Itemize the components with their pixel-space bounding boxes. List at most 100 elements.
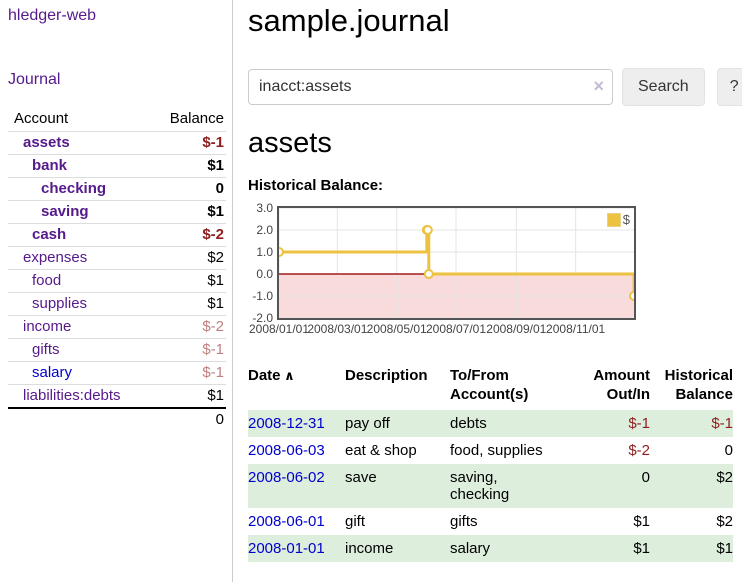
transaction-balance: $-1 (711, 415, 733, 432)
x-tick-label: 2008/07/01 (425, 322, 487, 336)
historical-balance-chart: $ 3.0 2.0 1.0 0.0 -1.0 -2.0 2008/01/01 2008/03… (248, 201, 742, 340)
register-column-header: Historical Balance (664, 367, 733, 403)
transaction-description: income (345, 540, 394, 557)
transaction-date-link[interactable]: 2008-12-31 (248, 415, 325, 432)
account-balance: $-1 (148, 361, 226, 385)
x-tick-label: 2008/05/01 (366, 322, 427, 336)
sidebar: hledger-web Journal Account Balance asse… (0, 0, 233, 582)
register-column-header: To/From Account(s) (450, 367, 529, 403)
y-tick-label: 0.0 (256, 267, 273, 281)
search-button[interactable]: Search (622, 68, 705, 106)
accounts-header-row: Account Balance (8, 106, 226, 132)
account-row: saving $1 (8, 200, 226, 224)
account-link-liabilities-debts[interactable]: liabilities:debts (23, 387, 121, 404)
chart-canvas (279, 208, 634, 318)
account-balance: $2 (148, 246, 226, 270)
sort-asc-icon: ∧ (280, 368, 295, 383)
register-header-row: Date ∧ Description To/From Account(s) Amoun… (248, 364, 733, 410)
chart-title: Historical Balance: (248, 177, 384, 194)
account-link-assets[interactable]: assets (23, 134, 70, 151)
y-tick-label: -2.0 (252, 311, 273, 325)
account-row: income $-2 (8, 315, 226, 339)
account-link-food[interactable]: food (32, 272, 62, 289)
register-column-header: Amount Out/In (593, 367, 650, 403)
transaction-balance: $2 (716, 513, 733, 530)
transaction-accounts: saving, checking (450, 469, 510, 503)
account-balance: $1 (148, 384, 226, 408)
legend-label: $ (622, 212, 630, 227)
search-input[interactable] (248, 69, 613, 105)
sidebar-item-journal[interactable]: Journal (8, 71, 61, 88)
transaction-description: pay off (345, 415, 390, 432)
transaction-row: 2008-06-02 save saving, checking 0 $2 (248, 464, 733, 508)
transaction-description: eat & shop (345, 442, 417, 459)
transaction-date-link[interactable]: 2008-01-01 (248, 540, 325, 557)
account-link-income[interactable]: income (23, 318, 72, 335)
account-link-expenses[interactable]: expenses (23, 249, 88, 266)
register-column-header[interactable]: Date ∧ (248, 367, 295, 384)
account-balance: $1 (148, 269, 226, 293)
account-column-header: Account (14, 110, 69, 127)
account-balance: $-1 (148, 338, 226, 362)
transaction-amount: $1 (633, 540, 650, 557)
accounts-total-row: 0 (8, 407, 226, 431)
main-content: sample.journal × Search ? assets Histori… (248, 0, 742, 562)
account-link-checking[interactable]: checking (41, 180, 107, 197)
x-tick-label: 2008/09/01 (486, 322, 547, 336)
transaction-date-link[interactable]: 2008-06-01 (248, 513, 325, 530)
register-column-header: Description (345, 367, 428, 384)
transaction-amount: $-1 (628, 415, 650, 432)
y-tick-label: -1.0 (252, 289, 273, 303)
page-title: sample.journal (248, 3, 450, 38)
account-balance: 0 (148, 177, 226, 201)
search-bar: × Search ? (248, 68, 742, 106)
transaction-accounts: salary (450, 540, 491, 557)
account-row: assets $-1 (8, 131, 226, 155)
account-link-saving[interactable]: saving (41, 203, 89, 220)
chart-plot-area[interactable]: $ (277, 206, 636, 320)
account-balance: $-2 (148, 315, 226, 339)
transaction-row: 2008-12-31 pay off debts $-1 $-1 (248, 410, 733, 437)
account-heading: assets (248, 127, 332, 159)
transaction-amount: 0 (641, 469, 650, 486)
app-title-link[interactable]: hledger-web (8, 7, 97, 24)
account-row: cash $-2 (8, 223, 226, 247)
account-link-bank[interactable]: bank (32, 157, 68, 174)
transaction-description: save (345, 469, 377, 486)
x-tick-label: 2008/01/01 (248, 322, 310, 336)
chart-legend: $ (605, 212, 631, 227)
transaction-amount: $1 (633, 513, 650, 530)
x-tick-label: 2008/03/01 (307, 322, 368, 336)
transaction-row: 2008-06-03 eat & shop food, supplies $-2 0 (248, 437, 733, 464)
account-row: bank $1 (8, 154, 226, 178)
transaction-row: 2008-01-01 income salary $1 $1 (248, 535, 733, 562)
account-link-gifts[interactable]: gifts (32, 341, 60, 358)
account-balance: $1 (148, 292, 226, 316)
account-row: food $1 (8, 269, 226, 293)
transaction-accounts: debts (450, 415, 487, 432)
y-tick-label: 2.0 (256, 223, 273, 237)
clear-search-icon[interactable]: × (593, 76, 604, 96)
transaction-amount: $-2 (628, 442, 650, 459)
account-balance: $1 (148, 154, 226, 178)
account-balance: $1 (148, 200, 226, 224)
account-balance: $-1 (148, 131, 226, 155)
transaction-date-link[interactable]: 2008-06-03 (248, 442, 325, 459)
transaction-balance: $1 (716, 540, 733, 557)
account-link-cash[interactable]: cash (32, 226, 67, 243)
account-link-salary[interactable]: salary (32, 364, 73, 381)
transaction-accounts: gifts (450, 513, 478, 530)
transaction-description: gift (345, 513, 366, 530)
account-row: expenses $2 (8, 246, 226, 270)
transaction-date-link[interactable]: 2008-06-02 (248, 469, 325, 486)
account-balance: $-2 (148, 223, 226, 247)
transaction-row: 2008-06-01 gift gifts $1 $2 (248, 508, 733, 535)
account-row: salary $-1 (8, 361, 226, 385)
account-link-supplies[interactable]: supplies (32, 295, 88, 312)
account-table-body: assets $-1 bank $1 checking 0 saving $1 cash $-2 e… (8, 131, 226, 408)
register-table: Date ∧ Description To/From Account(s) Amoun… (248, 364, 733, 562)
accounts-total-balance: 0 (148, 407, 226, 431)
balance-column-header: Balance (169, 110, 224, 127)
help-button[interactable]: ? (716, 68, 742, 106)
